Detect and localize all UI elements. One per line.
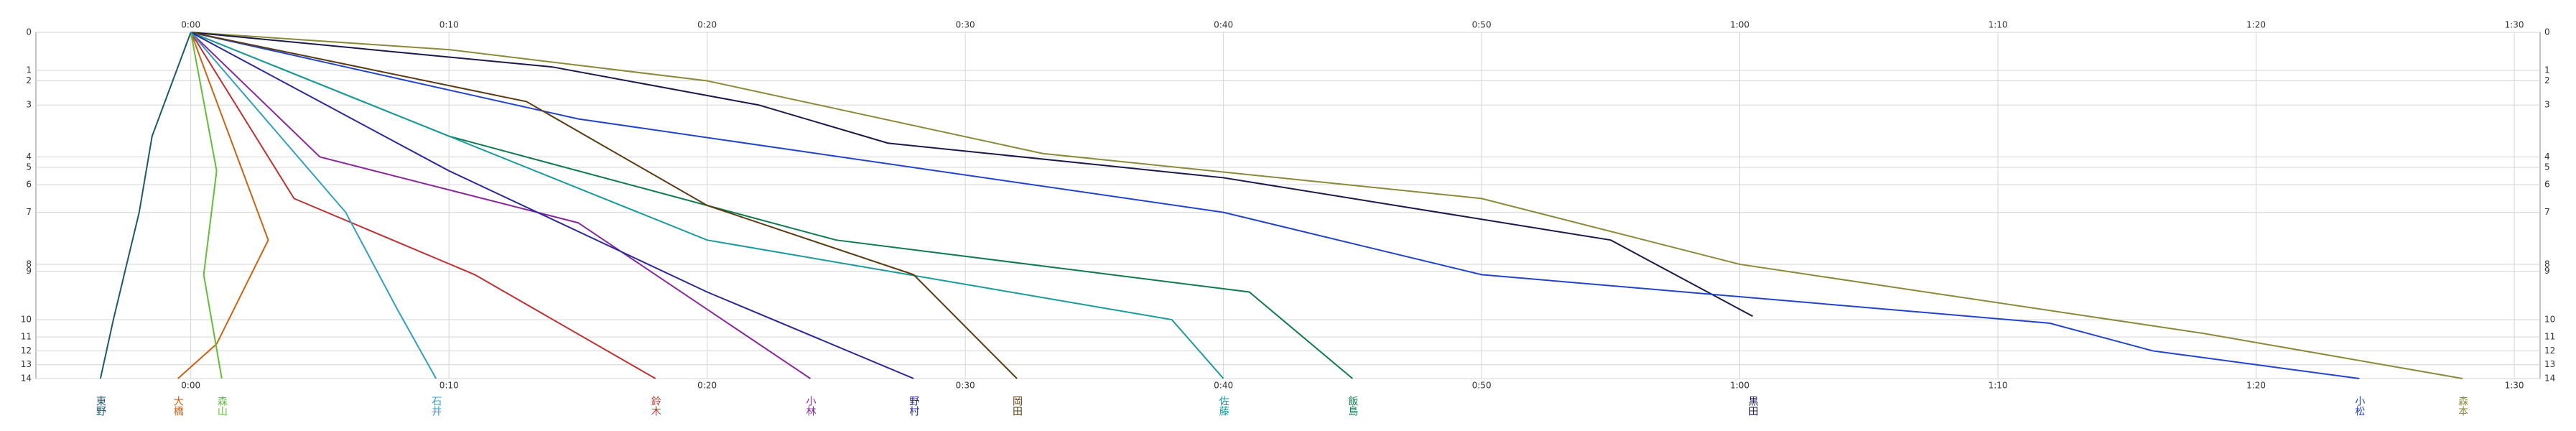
series-line xyxy=(190,32,812,379)
x-tick-label: 1:00 xyxy=(1730,20,1749,30)
series-line xyxy=(190,32,2360,379)
series-line xyxy=(190,32,656,379)
x-tick-label: 0:00 xyxy=(181,20,200,30)
y-tick-label: 6 xyxy=(26,180,32,190)
series-line xyxy=(190,32,914,379)
y-tick-label: 3 xyxy=(26,100,32,110)
series-line xyxy=(190,32,437,379)
x-tick-label: 0:30 xyxy=(956,20,975,30)
series-name: 野村 xyxy=(908,396,919,416)
x-tick-label: 0:50 xyxy=(1472,20,1492,30)
y-tick-label: 7 xyxy=(26,207,32,217)
y-tick-label: 6 xyxy=(2544,180,2550,190)
x-tick-label: 0:30 xyxy=(956,381,975,391)
series-line xyxy=(99,32,192,379)
series-name: 森山 xyxy=(216,396,228,416)
series-name: 佐藤 xyxy=(1218,396,1229,417)
x-tick-label: 0:00 xyxy=(181,381,200,391)
series-line xyxy=(190,32,223,379)
y-tick-label: 11 xyxy=(21,332,32,342)
y-tick-label: 12 xyxy=(21,346,32,356)
y-tick-label: 5 xyxy=(2544,162,2550,172)
y-tick-label: 8 xyxy=(2544,259,2550,269)
series-name: 小松 xyxy=(2353,396,2365,416)
series-name: 森本 xyxy=(2457,396,2468,416)
y-tick-label: 2 xyxy=(2544,75,2550,85)
y-tick-label: 9 xyxy=(26,266,32,276)
series-name: 飯島 xyxy=(1347,395,1358,416)
y-tick-label: 5 xyxy=(26,162,32,172)
x-tick-label: 1:10 xyxy=(1989,20,2008,30)
x-tick-label: 0:20 xyxy=(697,381,717,391)
y-tick-label: 4 xyxy=(2544,152,2550,162)
y-tick-label: 3 xyxy=(2544,100,2550,110)
x-tick-label: 1:20 xyxy=(2246,20,2266,30)
series-name: 黒田 xyxy=(1747,396,1759,416)
x-tick-label: 1:00 xyxy=(1730,381,1749,391)
y-tick-label: 1 xyxy=(26,65,32,75)
x-tick-label: 0:50 xyxy=(1472,381,1492,391)
x-tick-label: 1:30 xyxy=(2505,381,2524,391)
series-name: 鈴木 xyxy=(650,396,661,416)
y-tick-label: 8 xyxy=(26,259,32,269)
y-tick-label: 4 xyxy=(26,152,32,162)
y-tick-label: 12 xyxy=(2544,346,2555,356)
series-name: 石井 xyxy=(430,396,442,417)
series-line xyxy=(177,32,269,379)
series-name: 東野 xyxy=(95,396,106,416)
series-line xyxy=(190,32,1754,318)
y-tick-label: 10 xyxy=(21,315,32,325)
series-name: 岡田 xyxy=(1011,396,1023,416)
x-tick-label: 1:20 xyxy=(2246,381,2266,391)
y-tick-label: 13 xyxy=(21,359,32,369)
y-tick-label: 13 xyxy=(2544,359,2555,369)
y-tick-label: 10 xyxy=(2544,315,2555,325)
series-line xyxy=(190,32,1018,379)
x-tick-label: 1:10 xyxy=(1989,381,2008,391)
y-tick-label: 0 xyxy=(26,27,32,37)
x-tick-label: 0:10 xyxy=(440,381,459,391)
y-tick-label: 9 xyxy=(2544,266,2550,276)
series-name: 大橋 xyxy=(172,396,184,416)
y-tick-label: 7 xyxy=(2544,207,2550,217)
series-line xyxy=(190,32,2463,379)
x-tick-label: 0:40 xyxy=(1214,20,1233,30)
y-tick-label: 11 xyxy=(2544,332,2555,342)
y-tick-label: 2 xyxy=(26,75,32,85)
x-tick-label: 0:10 xyxy=(440,20,459,30)
x-tick-label: 1:30 xyxy=(2505,20,2524,30)
y-tick-label: 1 xyxy=(2544,65,2550,75)
series-name: 小林 xyxy=(804,396,816,416)
x-tick-label: 0:20 xyxy=(697,20,717,30)
y-tick-label: 14 xyxy=(21,374,32,384)
plot-frame xyxy=(35,32,2541,379)
y-tick-label: 14 xyxy=(2544,374,2555,384)
y-tick-label: 0 xyxy=(2544,27,2550,37)
x-tick-label: 0:40 xyxy=(1214,381,1233,391)
series-line xyxy=(190,32,1224,379)
